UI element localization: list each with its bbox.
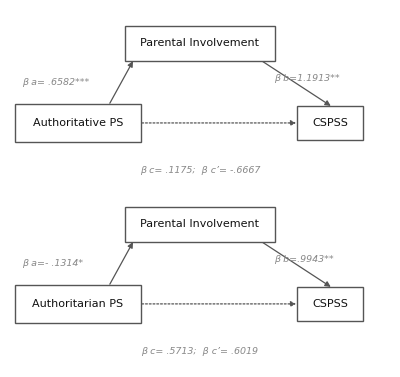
FancyBboxPatch shape <box>15 104 141 142</box>
Text: CSPSS: CSPSS <box>312 118 348 128</box>
Text: Authoritarian PS: Authoritarian PS <box>32 299 124 309</box>
Text: Authoritative PS: Authoritative PS <box>33 118 123 128</box>
FancyBboxPatch shape <box>125 207 275 242</box>
Text: β b=.9943**: β b=.9943** <box>274 255 334 264</box>
FancyBboxPatch shape <box>15 285 141 323</box>
Text: CSPSS: CSPSS <box>312 299 348 309</box>
Text: β c= .1175;  β c’= -.6667: β c= .1175; β c’= -.6667 <box>140 166 260 175</box>
Text: β b=1.1913**: β b=1.1913** <box>274 74 340 83</box>
Text: β c= .5713;  β c’= .6019: β c= .5713; β c’= .6019 <box>142 347 258 356</box>
FancyBboxPatch shape <box>297 106 363 140</box>
Text: β a=- .1314*: β a=- .1314* <box>22 259 83 268</box>
Text: Parental Involvement: Parental Involvement <box>140 38 260 48</box>
Text: Parental Involvement: Parental Involvement <box>140 219 260 229</box>
FancyBboxPatch shape <box>125 26 275 61</box>
Text: β a= .6582***: β a= .6582*** <box>22 78 89 87</box>
FancyBboxPatch shape <box>297 287 363 321</box>
